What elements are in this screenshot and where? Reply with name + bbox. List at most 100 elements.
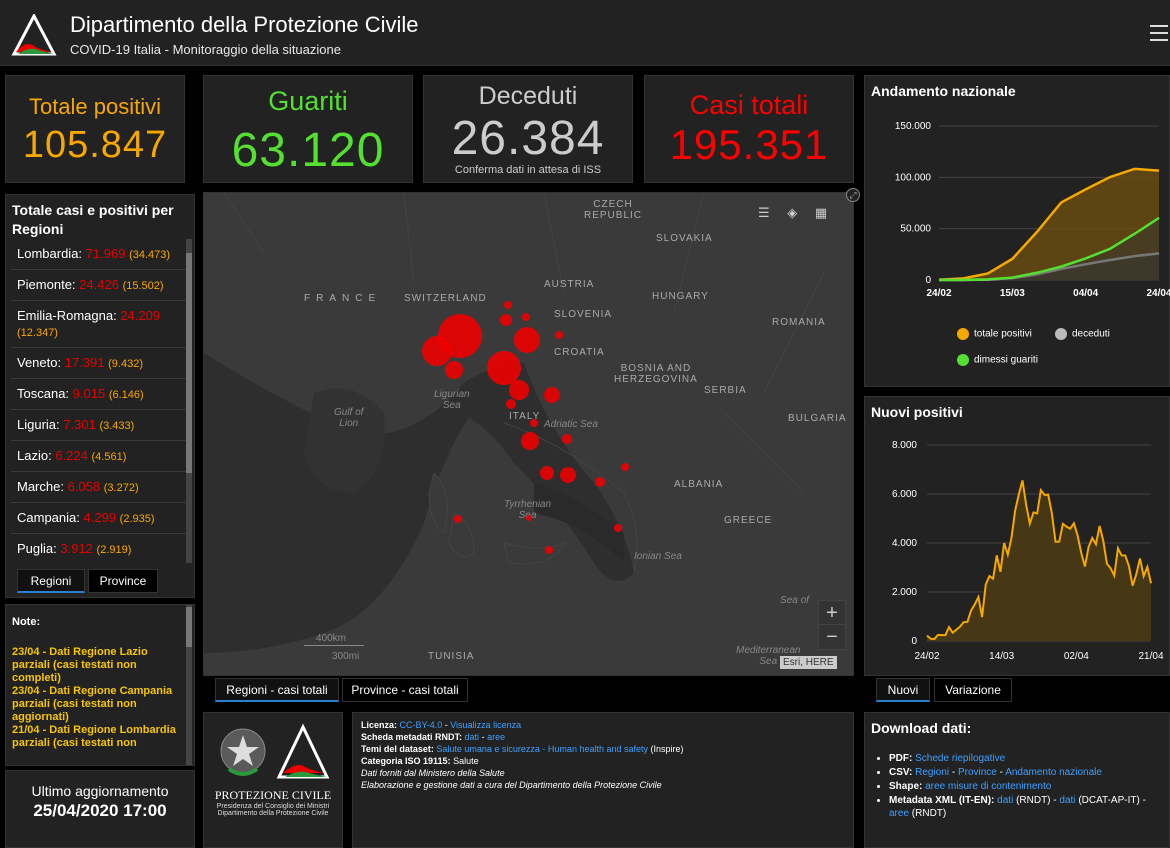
view-license-link[interactable]: Visualizza licenza (450, 720, 522, 730)
kpi-value: 26.384 (451, 112, 605, 165)
xml-aree-link[interactable]: aree (889, 808, 910, 819)
tab-regioni-casi-totali[interactable]: Regioni - casi totali (215, 678, 339, 702)
expand-icon[interactable]: ⤢ (846, 188, 860, 202)
map-country-label: SERBIA (704, 385, 747, 396)
app-header: Dipartimento della Protezione Civile COV… (0, 0, 1170, 66)
region-item[interactable]: Marche: 6.058 (3.272) (11, 472, 189, 503)
map-sea-label: Ionian Sea (634, 551, 682, 562)
legend-dimessi-guariti[interactable]: dimessi guariti (957, 354, 1038, 366)
map-bubble[interactable] (614, 524, 622, 532)
map-country-label: TUNISIA (428, 651, 475, 662)
xml-dati-link[interactable]: dati (997, 795, 1014, 806)
series-line (938, 167, 1160, 282)
tab-nuovi[interactable]: Nuovi (876, 678, 930, 702)
notes-scrollbar[interactable] (186, 605, 192, 765)
csv-province-link[interactable]: Province (957, 767, 997, 778)
y-tick-label: 150.000 (895, 121, 932, 132)
y-tick-label: 0 (911, 636, 917, 647)
rndt-aree-link[interactable]: aree (487, 732, 506, 742)
map-bubble[interactable] (514, 327, 540, 353)
map-bubble[interactable] (544, 387, 560, 403)
map-bubble[interactable] (522, 313, 530, 321)
list-icon[interactable]: ☰ (758, 205, 770, 220)
x-tick-label: 15/03 (1000, 288, 1025, 299)
tab-province[interactable]: Province (88, 569, 158, 593)
tab-variazione[interactable]: Variazione (934, 678, 1012, 702)
hamburger-menu-icon[interactable] (1150, 25, 1168, 41)
map-bubble[interactable] (595, 477, 605, 487)
region-item[interactable]: Lombardia: 71.969 (34.473) (11, 239, 189, 270)
y-tick-label: 8.000 (892, 440, 917, 451)
region-item[interactable]: Veneto: 17.391 (9.432) (11, 348, 189, 379)
kpi-casi-totali: Casi totali 195.351 (644, 75, 854, 183)
map-country-label: CROATIA (554, 347, 605, 358)
map-country-label: BOSNIA AND HERZEGOVINA (614, 363, 698, 385)
map-bubble[interactable] (454, 515, 462, 523)
region-item[interactable]: Campania: 4.299 (2.935) (11, 503, 189, 534)
last-update-datetime: 25/04/2020 17:00 (33, 801, 167, 820)
map-bubble[interactable] (621, 463, 629, 471)
map-bubble[interactable] (530, 419, 538, 427)
chart-title: Andamento nazionale (871, 83, 1016, 99)
y-tick-label: 100.000 (895, 172, 932, 183)
download-panel: Download dati: PDF: Schede riepilogative… (864, 712, 1170, 848)
map-attribution[interactable]: Esri, HERE (780, 656, 837, 669)
map-sea-label: Ligurian Sea (434, 389, 470, 411)
map-bubble[interactable] (562, 434, 572, 444)
map-bubble[interactable] (445, 361, 463, 379)
map-sea-label: Adriatic Sea (544, 419, 598, 430)
scale-mi: 300mi (332, 651, 360, 662)
tab-regioni[interactable]: Regioni (17, 569, 85, 593)
map-bubble[interactable] (422, 336, 452, 366)
map-bubble[interactable] (560, 467, 576, 483)
map-bubble[interactable] (500, 314, 512, 326)
regions-list[interactable]: Lombardia: 71.969 (34.473) Piemonte: 24.4… (11, 239, 189, 563)
map-country-label: BULGARIA (788, 413, 847, 424)
temi-link[interactable]: Salute umana e sicurezza - Human health … (436, 744, 648, 754)
zoom-in-button[interactable]: + (818, 600, 846, 626)
zoom-out-button[interactable]: − (818, 624, 846, 650)
kpi-value: 63.120 (231, 124, 385, 177)
region-item[interactable]: Lazio: 6.224 (4.561) (11, 441, 189, 472)
series-area (939, 217, 1159, 280)
regions-scrollbar[interactable] (186, 239, 192, 563)
region-item[interactable]: Piemonte: 24.426 (15.502) (11, 270, 189, 301)
shape-link[interactable]: aree misure di contenimento (925, 781, 1052, 792)
app-title: Dipartimento della Protezione Civile (70, 12, 419, 37)
logo-panel: PROTEZIONE CIVILE Presidenza del Consigl… (203, 712, 343, 848)
map-view[interactable]: CZECH REPUBLIC SLOVAKIA AUSTRIA HUNGARY FRANC… (203, 192, 854, 676)
map-bubble[interactable] (506, 399, 516, 409)
license-link[interactable]: CC-BY-4.0 (399, 720, 443, 730)
csv-regioni-link[interactable]: Regioni (915, 767, 950, 778)
map-bubble[interactable] (545, 546, 553, 554)
map-bubble[interactable] (521, 432, 539, 450)
x-tick-label: 02/04 (1064, 651, 1089, 662)
xml-dati2-link[interactable]: dati (1059, 795, 1076, 806)
region-item[interactable]: Puglia: 3.912 (2.919) (11, 534, 189, 563)
qr-grid-icon[interactable]: ▦ (814, 205, 828, 220)
note-line: 21/04 - Dati Regione Lombardia (12, 724, 176, 736)
map-country-label: AUSTRIA (544, 279, 595, 290)
tab-province-casi-totali[interactable]: Province - casi totali (342, 678, 468, 702)
kpi-deceduti: Deceduti 26.384 Conferma dati in attesa … (423, 75, 633, 183)
legend-deceduti[interactable]: deceduti (1055, 328, 1110, 340)
map-bubble[interactable] (526, 515, 532, 521)
map-country-label: SLOVAKIA (656, 233, 713, 244)
map-country-label: SWITZERLAND (404, 293, 487, 304)
x-tick-label: 24/02 (926, 288, 951, 299)
map-bubble[interactable] (555, 331, 563, 339)
pdf-link[interactable]: Schede riepilogative (915, 753, 1006, 764)
csv-andamento-link[interactable]: Andamento nazionale (1005, 767, 1102, 778)
map-bubble[interactable] (509, 380, 529, 400)
map-bubble[interactable] (504, 301, 512, 309)
logo-sub1: Presidenza del Consiglio dei Ministri (216, 803, 330, 810)
notes-text: 23/04 - Dati Regione Lazio parziali (casi… (6, 646, 194, 750)
region-item[interactable]: Liguria: 7.301 (3.433) (11, 410, 189, 441)
map-bubble[interactable] (487, 351, 521, 385)
legend-totale-positivi[interactable]: totale positivi (957, 328, 1032, 340)
region-item[interactable]: Emilia-Romagna: 24.209 (12.347) (11, 301, 189, 348)
map-bubble[interactable] (540, 466, 554, 480)
rndt-dati-link[interactable]: dati (464, 732, 480, 742)
region-item[interactable]: Toscana: 9.015 (6.146) (11, 379, 189, 410)
layers-icon[interactable]: ◈ (787, 205, 798, 220)
